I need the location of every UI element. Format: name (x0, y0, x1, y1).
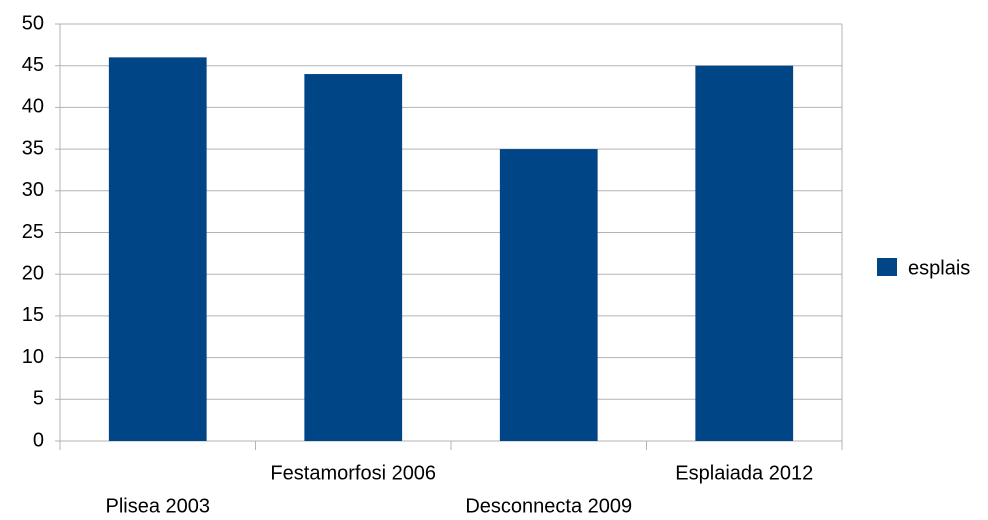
y-tick-label: 25 (22, 221, 44, 243)
y-tick-label: 15 (22, 304, 44, 326)
bar (499, 149, 598, 441)
y-tick-label: 5 (33, 388, 44, 410)
x-tick-label: Desconnecta 2009 (465, 495, 632, 517)
y-tick-label: 20 (22, 262, 44, 284)
y-tick-label: 0 (33, 429, 44, 451)
legend-swatch (877, 258, 897, 276)
y-tick-label: 30 (22, 179, 44, 201)
legend-label: esplais (908, 257, 970, 279)
y-tick-label: 45 (22, 54, 44, 76)
y-tick-label: 10 (22, 346, 44, 368)
x-tick-label: Festamorfosi 2006 (270, 462, 436, 484)
bar (108, 57, 207, 442)
y-tick-label: 35 (22, 137, 44, 159)
y-tick-label: 40 (22, 96, 44, 118)
x-tick-label: Esplaiada 2012 (675, 462, 813, 484)
y-tick-label: 50 (22, 12, 44, 34)
bar (695, 65, 794, 441)
bar (304, 74, 403, 441)
x-tick-label: Plisea 2003 (105, 495, 210, 517)
